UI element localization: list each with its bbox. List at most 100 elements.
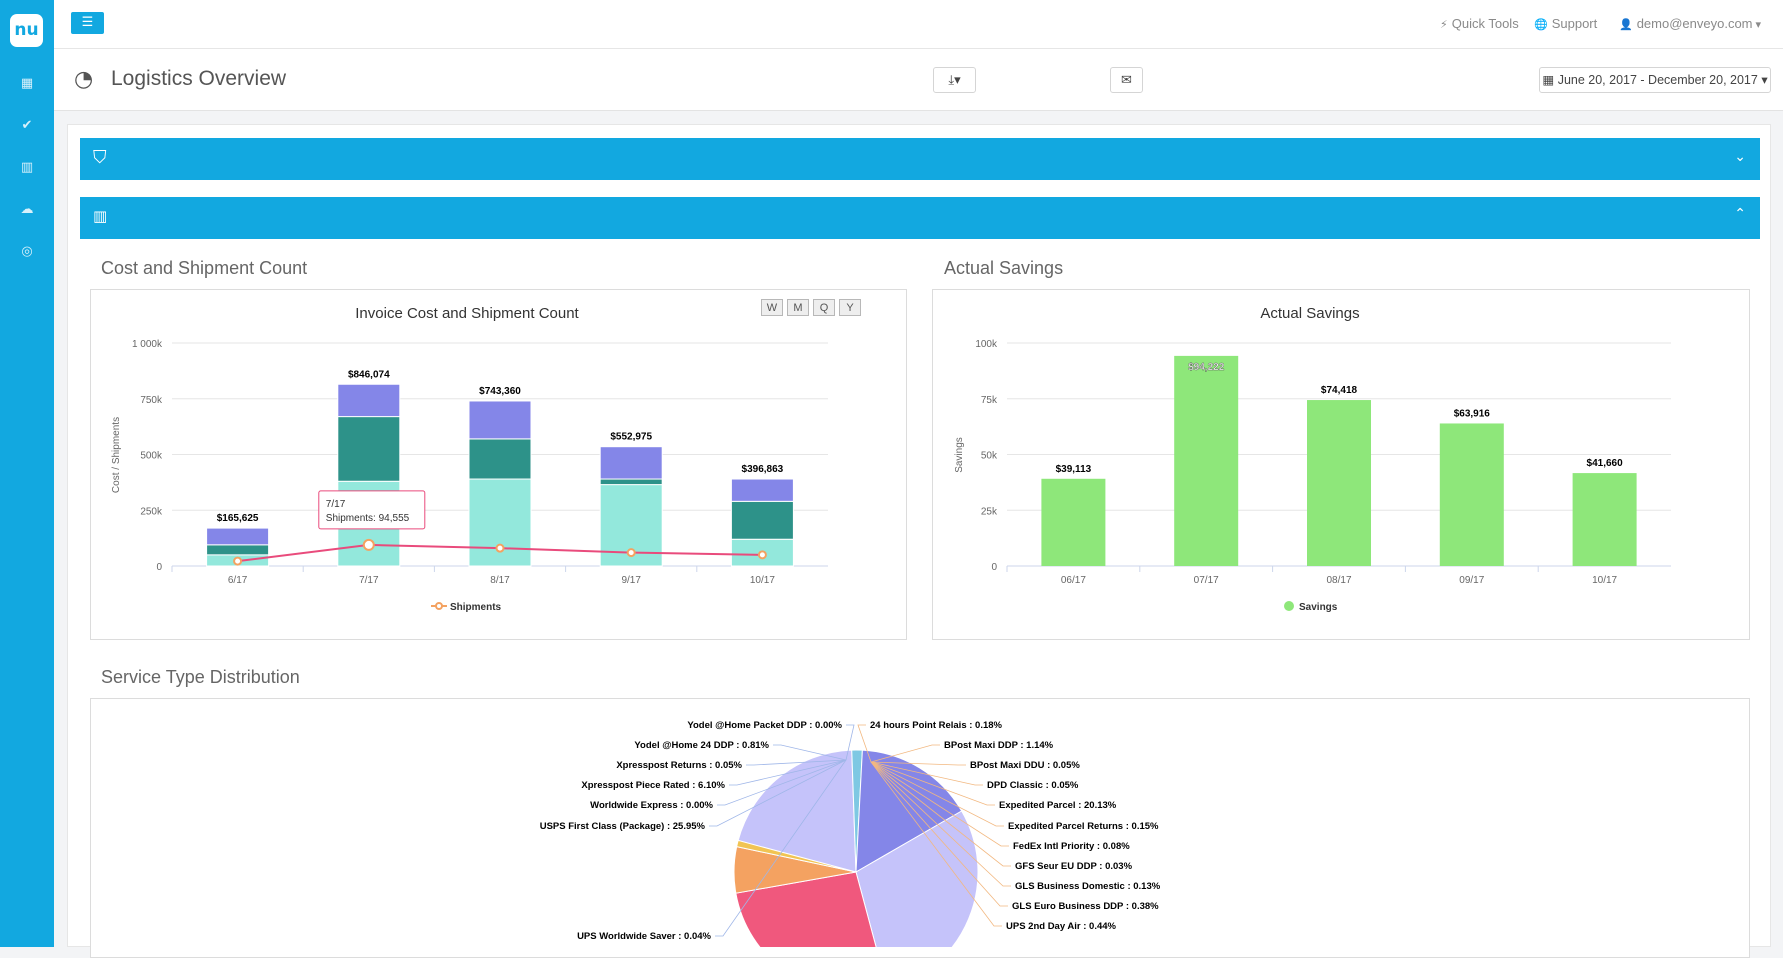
cost-bar-segment	[599, 446, 663, 480]
email-button[interactable]: ✉	[1110, 67, 1143, 93]
cost-total-label: $165,625	[217, 513, 259, 524]
x-tick-label: 10/17	[1592, 575, 1617, 586]
cost-bar-segment	[206, 527, 270, 546]
x-tick-label: 7/17	[359, 575, 379, 586]
y-axis-label: Cost / Shipments	[111, 417, 122, 493]
pie-label: FedEx Intl Priority : 0.08%	[1013, 841, 1130, 852]
menu-toggle-button[interactable]: ☰	[71, 12, 104, 34]
download-button[interactable]: ⤓▾	[933, 67, 976, 93]
x-tick-label: 08/17	[1326, 575, 1351, 586]
pie-label: UPS 2nd Day Air : 0.44%	[1006, 921, 1117, 932]
pie-connector	[870, 761, 1004, 827]
pie-connector	[729, 759, 847, 786]
filter-icon: ⛉	[93, 147, 107, 168]
sidebar: nu ▦ ✔ ▥ ☁ ◎	[0, 0, 54, 947]
pie-connector	[870, 761, 1011, 887]
bolt-icon: ⚡	[1440, 18, 1448, 31]
pie-slice	[855, 749, 963, 873]
target-icon[interactable]: ◎	[21, 244, 33, 259]
bar-chart-icon: ▥	[93, 207, 108, 225]
savings-bar	[1041, 478, 1106, 566]
x-tick-label: 07/17	[1194, 575, 1219, 586]
cost-bar-segment	[468, 438, 532, 480]
pie-label: BPost Maxi DDP : 1.14%	[944, 740, 1054, 751]
cost-bar-segment	[337, 383, 401, 418]
pie-connector	[709, 759, 847, 827]
page-header: ◔ Logistics Overview	[54, 49, 1783, 111]
savings-value-label: $94,222	[1188, 362, 1225, 373]
y-tick-label: 500k	[140, 451, 163, 462]
x-tick-label: 09/17	[1459, 575, 1484, 586]
cost-bar-segment	[337, 416, 401, 482]
user-email: demo@enveyo.com	[1636, 16, 1753, 31]
dashboard-icon[interactable]: ▦	[20, 76, 34, 91]
pie-label: Yodel @Home Packet DDP : 0.00%	[687, 720, 842, 731]
app-logo[interactable]: nu	[10, 14, 43, 47]
user-icon: 👤	[1619, 18, 1633, 31]
support-link[interactable]: 🌐 Support	[1534, 16, 1597, 31]
shipments-point	[757, 550, 767, 560]
pie-connector	[717, 759, 847, 806]
chevron-down-icon[interactable]: ⌄	[1734, 149, 1746, 165]
pie-connector	[870, 744, 940, 763]
y-tick-label: 1 000k	[132, 339, 163, 350]
pie-connector	[870, 761, 1008, 907]
pie-slice	[735, 871, 877, 947]
cloud-icon[interactable]: ☁	[20, 202, 34, 217]
cost-bar-segment	[206, 544, 270, 556]
user-menu[interactable]: 👤 demo@enveyo.com ▾	[1619, 16, 1765, 31]
check-icon[interactable]: ✔	[21, 118, 33, 133]
pie-connector	[870, 761, 1011, 867]
actual-savings-section-title: Actual Savings	[944, 258, 1064, 278]
charts-panel-header[interactable]: ▥ ⌃	[80, 197, 1760, 239]
savings-value-label: $41,660	[1587, 458, 1624, 469]
date-range-picker[interactable]: ▦ June 20, 2017 - December 20, 2017 ▾	[1539, 67, 1771, 93]
pie-slice	[855, 810, 979, 947]
download-icon: ⤓	[948, 73, 955, 88]
cost-bar-segment	[730, 500, 794, 540]
bar-chart-icon[interactable]: ▥	[20, 160, 34, 175]
savings-bar	[1439, 423, 1504, 566]
filter-panel-header[interactable]: ⛉ ⌄	[80, 138, 1760, 180]
quick-tools-link[interactable]: ⚡ Quick Tools	[1440, 16, 1519, 31]
support-label: Support	[1551, 16, 1598, 31]
tooltip-label: 7/17	[326, 499, 346, 510]
page-title: Logistics Overview	[111, 67, 287, 90]
shipments-point	[495, 543, 505, 553]
pie-label: GLS Business Domestic : 0.13%	[1015, 881, 1161, 892]
y-tick-label: 250k	[140, 506, 163, 517]
cost-total-label: $552,975	[610, 432, 652, 443]
pie-connector	[715, 759, 847, 937]
x-tick-label: 9/17	[621, 575, 641, 586]
y-tick-label: 0	[991, 562, 997, 573]
pie-label: DPD Classic : 0.05%	[987, 780, 1079, 791]
pie-connector	[857, 724, 872, 763]
pie-connector	[870, 761, 1002, 927]
calendar-icon: ▦	[1542, 73, 1558, 87]
cost-bar-segment	[468, 478, 532, 567]
x-tick-label: 06/17	[1061, 575, 1086, 586]
period-button-q[interactable]: Q	[813, 299, 835, 316]
quick-tools-label: Quick Tools	[1451, 16, 1519, 31]
period-button-w[interactable]: W	[761, 299, 783, 316]
chevron-up-icon[interactable]: ⌃	[1734, 206, 1746, 222]
savings-bar	[1572, 473, 1637, 566]
x-tick-label: 10/17	[750, 575, 775, 586]
chart-title: Invoice Cost and Shipment Count	[355, 305, 579, 322]
pie-label: BPost Maxi DDU : 0.05%	[970, 760, 1080, 771]
pie-label: Expedited Parcel Returns : 0.15%	[1008, 821, 1159, 832]
x-tick-label: 6/17	[228, 575, 248, 586]
pie-label: USPS First Class (Package) : 25.95%	[540, 821, 706, 832]
y-tick-label: 100k	[975, 339, 998, 350]
y-tick-label: 50k	[981, 451, 998, 462]
y-tick-label: 75k	[981, 395, 998, 406]
shipments-point	[362, 538, 375, 551]
pie-label: Expedited Parcel : 20.13%	[999, 800, 1117, 811]
pie-slice	[736, 839, 857, 873]
legend-symbol-point	[435, 602, 443, 610]
pie-connector	[773, 744, 847, 761]
legend-symbol	[1284, 601, 1294, 611]
period-button-y[interactable]: Y	[839, 299, 861, 316]
period-button-m[interactable]: M	[787, 299, 809, 316]
pie-label: Xpresspost Piece Rated : 6.10%	[581, 780, 725, 791]
